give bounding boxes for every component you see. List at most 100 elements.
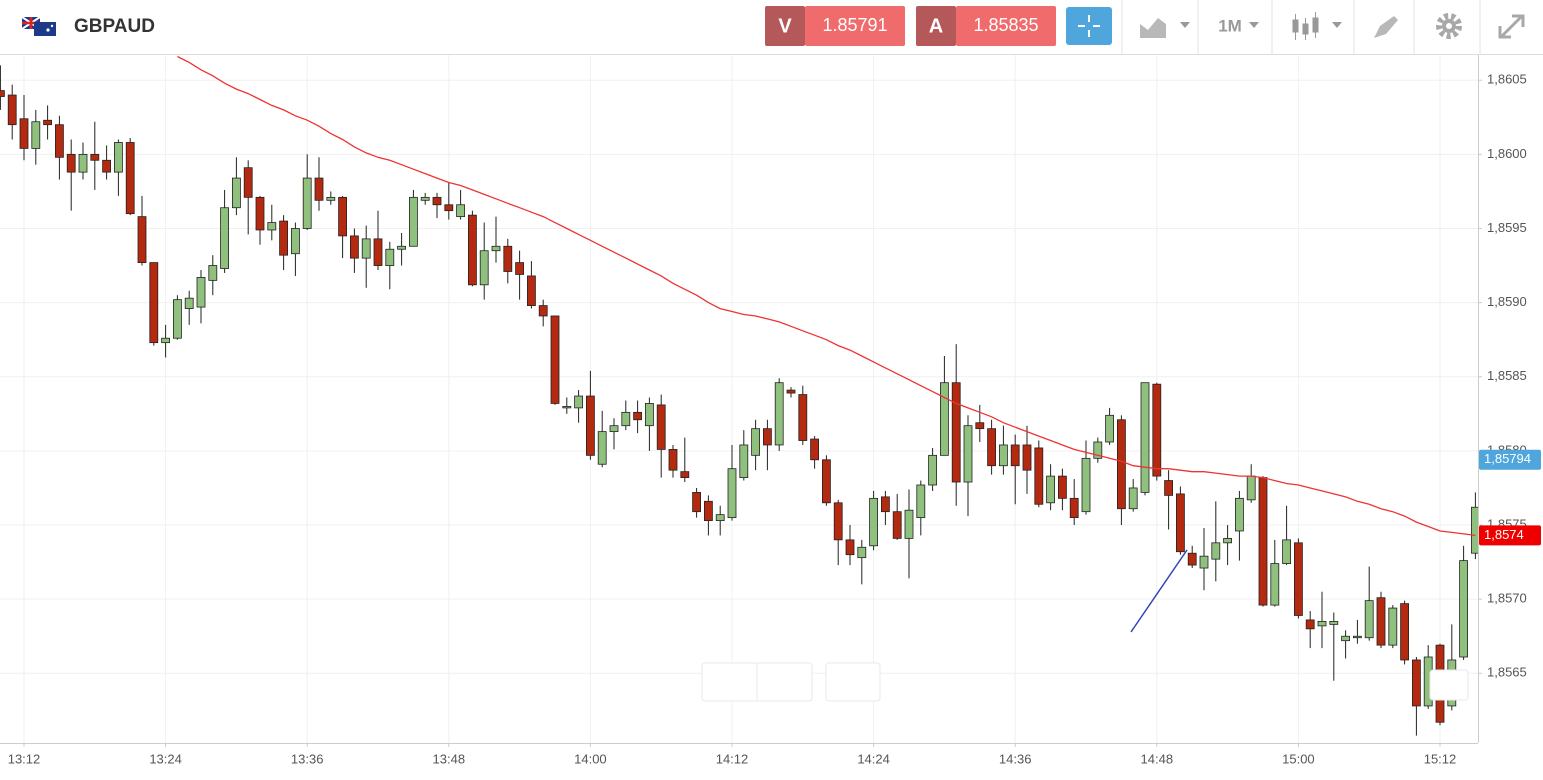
candle-body [904, 509, 914, 539]
candle-body [78, 153, 88, 173]
candle-body [503, 245, 513, 272]
candle-body [928, 454, 937, 486]
candle-body [1140, 382, 1150, 493]
candle-body [1176, 493, 1185, 553]
candle-body [479, 250, 489, 286]
candle-body [467, 214, 477, 286]
candle-body [916, 484, 926, 519]
candle-body [562, 406, 572, 409]
candle-body [574, 395, 583, 409]
candle-body [1294, 542, 1303, 616]
candle-body [1246, 475, 1256, 501]
candle-body [255, 196, 265, 231]
candle-body [1069, 497, 1079, 519]
candle-body [1211, 542, 1221, 560]
candle-body [1117, 419, 1126, 510]
candle-body [243, 167, 253, 198]
candle-body [0, 90, 5, 97]
candle-body [1376, 597, 1386, 646]
candle-body [102, 159, 111, 173]
price-tag [1479, 525, 1541, 546]
candle-body [739, 444, 749, 478]
candle-body [66, 153, 76, 173]
expand-button[interactable] [1498, 14, 1525, 39]
candle-body [940, 382, 949, 456]
axes: 1,85651,85701,85751,85801,85851,85901,85… [8, 72, 1541, 766]
candle-body [527, 275, 536, 306]
crosshair-button[interactable] [1066, 7, 1112, 45]
candle-body [302, 177, 312, 229]
candle-body [208, 265, 218, 281]
candle-body [515, 262, 524, 275]
candle-body [1187, 552, 1197, 566]
candle-body [349, 235, 359, 259]
candle-body [326, 196, 336, 201]
candle-body [963, 425, 973, 483]
candle-body [951, 382, 961, 483]
candle-body [810, 438, 819, 461]
sell-price: 1.85791 [822, 15, 887, 35]
x-tick-label: 14:12 [716, 751, 749, 766]
x-tick-label: 15:12 [1424, 751, 1457, 766]
candle-body [408, 196, 418, 247]
y-tick-label: 1,8570 [1487, 591, 1527, 606]
candle-body [397, 245, 407, 250]
candle-body [1341, 635, 1350, 642]
candle-body [314, 177, 324, 201]
candle-body [31, 121, 41, 149]
settings-button[interactable] [1436, 13, 1462, 39]
x-tick-label: 13:24 [149, 751, 182, 766]
candle-body [125, 142, 135, 215]
symbol-title: GBPAUD [74, 16, 155, 37]
y-tick-label: 1,8590 [1487, 294, 1527, 309]
candle-body [763, 428, 772, 446]
draw-tool-button[interactable] [1374, 16, 1398, 38]
candle-body [231, 177, 241, 209]
x-tick-label: 14:00 [574, 751, 607, 766]
candle-body [704, 500, 713, 521]
candle-body [550, 315, 560, 404]
candle-body [149, 262, 159, 344]
x-tick-label: 13:48 [433, 751, 466, 766]
candle-body [1329, 621, 1339, 625]
candle-body [892, 511, 902, 539]
y-tick-label: 1,8600 [1487, 146, 1527, 161]
candle-body [857, 546, 867, 559]
candle-body [586, 395, 595, 456]
timeframe-button[interactable]: 1M [1218, 16, 1259, 35]
candle-body [1105, 414, 1114, 443]
moving-average-line [177, 55, 1476, 537]
candle-body [1235, 497, 1244, 532]
candle-body [220, 207, 230, 269]
candle-body [1010, 444, 1020, 467]
candle-body [1353, 635, 1362, 639]
buy-button[interactable]: A 1.85835 [916, 6, 1056, 46]
timeframe: 1M [1218, 16, 1242, 35]
candle-body [114, 142, 123, 173]
candle-body [1034, 447, 1044, 505]
candle-body [420, 196, 430, 201]
sell-button[interactable]: V 1.85791 [765, 6, 905, 46]
price-tag [1479, 449, 1541, 470]
candle-body [444, 204, 454, 212]
candle-body [373, 238, 383, 266]
x-tick-label: 14:36 [999, 751, 1032, 766]
candle-body [822, 459, 831, 504]
candle-body [999, 444, 1008, 467]
candle-body [1258, 477, 1268, 606]
candle-body [1223, 537, 1232, 544]
candle-body [1081, 457, 1091, 513]
chart-type-button[interactable] [1140, 18, 1190, 38]
sell-label: V [778, 15, 792, 37]
candle-body [196, 277, 206, 308]
candle-body [290, 228, 300, 255]
nav-controls[interactable] [701, 662, 1469, 702]
candle-body [633, 411, 642, 421]
candle-body [656, 404, 666, 450]
candle-style-button[interactable] [1292, 12, 1342, 40]
candle-body [1400, 603, 1409, 661]
candle-body [361, 238, 371, 259]
